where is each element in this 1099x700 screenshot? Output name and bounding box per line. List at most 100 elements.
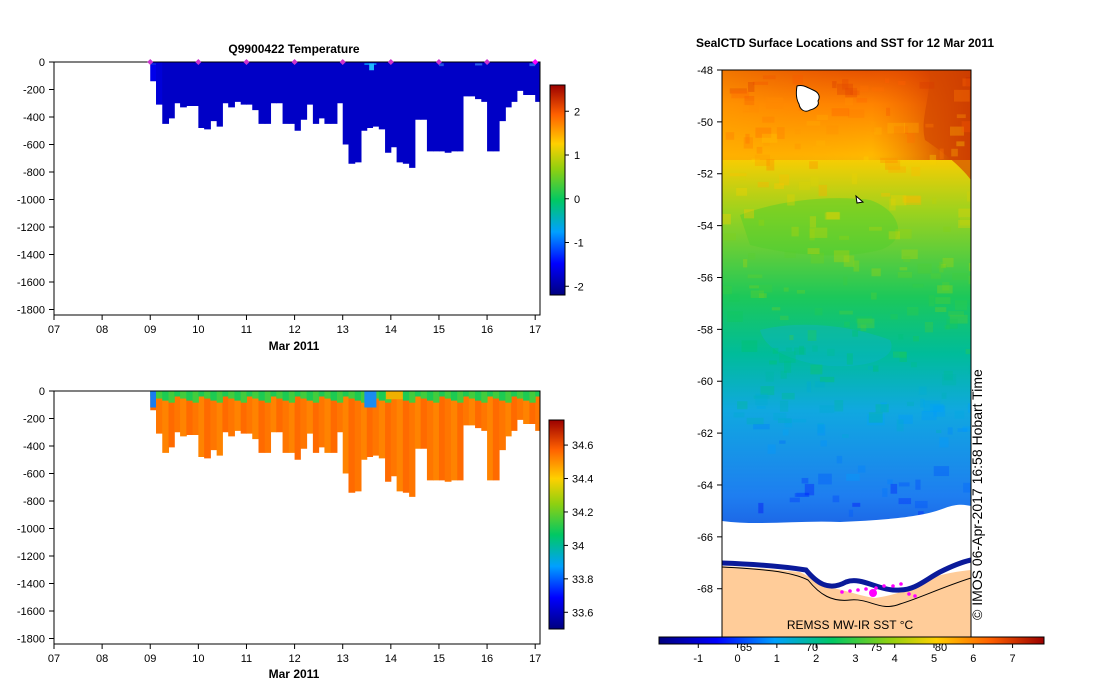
temperature-profile-column — [505, 62, 512, 108]
sst-texture-cell — [898, 414, 913, 424]
sst-texture-cell — [924, 322, 934, 333]
salinity-surface-cell — [354, 391, 362, 401]
salinity-profile-column — [186, 391, 194, 435]
sst-texture-cell — [836, 455, 843, 464]
sst-texture-cell — [956, 114, 966, 119]
salinity-profile-column — [414, 391, 422, 449]
sst-texture-cell — [952, 272, 969, 280]
salinity-profile-column — [240, 391, 247, 434]
salinity-surface-cell — [450, 391, 458, 401]
sst-texture-cell — [939, 148, 944, 160]
temperature-profile-column — [481, 62, 488, 102]
temperature-profile-column — [252, 62, 260, 111]
lat-tick-label: -54 — [697, 221, 713, 233]
sst-texture-cell — [951, 148, 958, 157]
sst-texture-cell — [923, 400, 941, 412]
sst-texture-cell — [736, 187, 748, 196]
salinity-surface-cell — [438, 391, 446, 397]
y-tick-label: -800 — [23, 496, 45, 508]
sst-texture-cell — [943, 226, 951, 232]
salinity-surface-cell — [276, 391, 284, 399]
sst-texture-cell — [968, 364, 971, 374]
salinity-profile-column — [330, 391, 338, 453]
sst-texture-cell — [962, 426, 971, 432]
sst-texture-cell — [898, 334, 904, 340]
sst-texture-cell — [903, 256, 911, 263]
sst-texture-cell — [857, 465, 866, 473]
sst-texture-cell — [947, 427, 953, 435]
sst-texture-cell — [812, 145, 831, 154]
salinity-surface-cell — [270, 391, 277, 397]
sst-texture-cell — [880, 402, 887, 412]
salinity-surface-cell — [330, 391, 338, 401]
temperature-profile-column — [535, 62, 540, 102]
temperature-profile-column — [336, 62, 344, 104]
sst-texture-cell — [767, 444, 776, 454]
lat-tick-label: -68 — [697, 584, 713, 596]
sst-texture-cell — [765, 97, 784, 109]
temperature-surface-details — [150, 63, 536, 71]
salinity-profile-column — [366, 391, 374, 457]
sst-texture-cell — [850, 90, 860, 96]
x-tick-label: 12 — [288, 324, 300, 336]
salinity-surface-cell — [246, 391, 253, 397]
sst-texture-cell — [806, 121, 821, 126]
salinity-fresh-patch — [364, 391, 377, 408]
salinity-x-axis-label: Mar 2011 — [269, 667, 320, 681]
x-tick-label: 17 — [529, 324, 541, 336]
seal-location — [848, 589, 852, 593]
sst-texture-cell — [888, 231, 900, 240]
temperature-profile-column — [342, 62, 349, 145]
temperature-profile-column — [228, 62, 235, 108]
y-tick-label: -1200 — [17, 551, 45, 563]
sst-texture-cell — [779, 351, 796, 363]
salinity-profile-column — [348, 391, 356, 493]
sst-texture-cell — [929, 154, 937, 165]
sst-texture-cell — [857, 318, 875, 329]
salinity-profile-column — [402, 391, 410, 493]
salinity-profile-column — [420, 391, 428, 449]
temperature-y-axis: 0 -200 -400 -600 -800 -1000 -1200 -1400 -1600 -18… — [17, 57, 54, 317]
colorbar-tick-label: 3 — [852, 653, 858, 665]
salinity-profile-column — [180, 391, 187, 437]
sst-texture-cell — [806, 381, 812, 393]
salinity-profile-column — [529, 391, 536, 424]
sst-texture-cell — [794, 493, 810, 497]
sst-texture-cell — [755, 393, 768, 406]
sst-texture-cell — [933, 466, 950, 477]
seal-location — [907, 592, 911, 596]
sst-texture-cell — [853, 260, 860, 272]
salinity-surface-cell — [378, 391, 386, 401]
y-tick-label: -1200 — [17, 222, 45, 234]
y-tick-label: -600 — [23, 140, 45, 152]
salinity-profile-column — [511, 391, 518, 431]
salinity-profile-column — [463, 391, 470, 426]
salinity-surface-cell — [523, 391, 530, 401]
sst-texture-cell — [810, 176, 819, 187]
temperature-profile-column — [318, 62, 325, 119]
sst-texture-cell — [834, 400, 844, 412]
sst-texture-cell — [762, 75, 776, 80]
sst-texture-cell — [871, 87, 885, 92]
sst-texture-cell — [796, 290, 805, 294]
salinity-surface-cell — [228, 391, 235, 399]
sst-texture-cell — [789, 335, 794, 341]
sst-texture-cell — [875, 404, 889, 413]
sst-texture-cell — [936, 429, 942, 434]
salinity-profile-column — [492, 391, 500, 481]
sst-texture-cell — [782, 429, 789, 436]
temperature-profile-column — [312, 62, 320, 124]
sst-texture-cell — [754, 154, 770, 166]
sst-texture-cell — [722, 213, 731, 225]
temperature-profile-column — [276, 62, 284, 104]
sst-texture-cell — [748, 81, 755, 92]
temperature-profile-column — [402, 62, 410, 164]
salinity-profile-column — [523, 391, 530, 424]
sst-texture-cell — [912, 283, 924, 288]
temperature-profile-column — [282, 62, 290, 124]
sst-texture-cell — [893, 126, 909, 134]
colorbar-tick-label: 0 — [574, 194, 580, 206]
sst-texture-cell — [827, 348, 835, 356]
salinity-fresh-patch — [150, 391, 157, 408]
sst-texture-cell — [780, 370, 787, 379]
